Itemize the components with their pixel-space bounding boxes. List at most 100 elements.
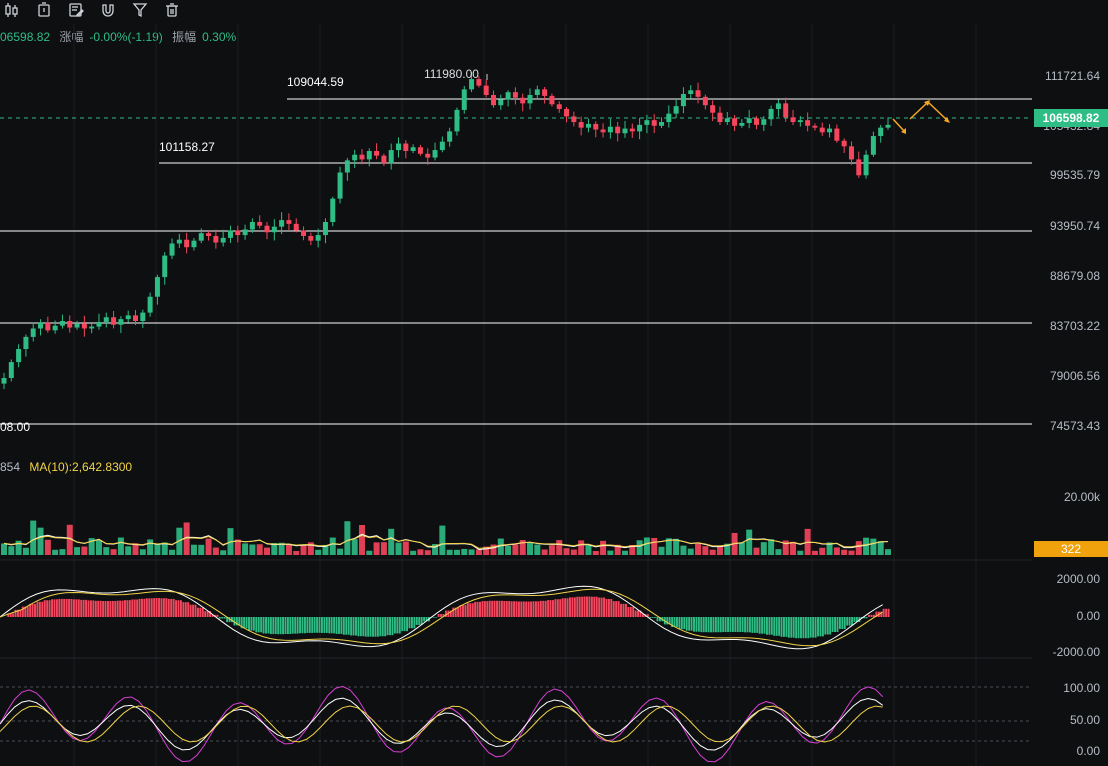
macd-histogram-bar [126, 600, 129, 617]
candle-body [644, 120, 650, 125]
macd-histogram-bar [474, 601, 477, 617]
chart-canvas[interactable] [0, 24, 1108, 766]
macd-histogram-bar [97, 600, 100, 617]
macd-histogram-bar [885, 608, 888, 617]
volume-bar [417, 549, 424, 555]
macd-histogram-bar [865, 617, 868, 619]
timer-icon[interactable] [36, 2, 56, 20]
macd-histogram-bar [615, 601, 618, 617]
candle-body [556, 104, 562, 109]
macd-histogram-bar [632, 607, 635, 617]
macd-histogram-bar [255, 617, 258, 633]
volume-bar [665, 538, 672, 555]
candle-body [717, 112, 723, 123]
volume-bar [534, 544, 541, 555]
macd-histogram-bar [846, 617, 849, 626]
macd-histogram-bar [226, 617, 229, 623]
candle-body [125, 315, 131, 320]
volume-bar [563, 548, 570, 555]
candle-body [271, 226, 277, 233]
candle-body [169, 243, 175, 256]
macd-histogram-bar [654, 617, 657, 618]
macd-histogram-bar [38, 601, 41, 617]
macd-histogram-bar [267, 617, 270, 634]
candle-body [585, 123, 591, 128]
volume-bar [475, 549, 482, 555]
macd-histogram-bar [133, 599, 136, 617]
macd-histogram-bar [155, 598, 158, 617]
volume-bar [519, 540, 526, 555]
info-amplitude-value: 0.30% [202, 30, 237, 44]
macd-histogram-bar [379, 617, 382, 637]
macd-histogram-bar [425, 617, 428, 622]
macd-histogram-bar [848, 617, 851, 626]
candle-body [739, 122, 745, 126]
macd-histogram-bar [573, 597, 576, 617]
candle-body [30, 328, 36, 337]
macd-histogram-bar [656, 617, 659, 622]
macd-histogram-bar [705, 617, 708, 633]
macd-histogram-bar [748, 617, 751, 633]
macd-histogram-bar [744, 617, 747, 633]
volume-bar [388, 528, 395, 555]
macd-histogram-bar [308, 617, 311, 633]
macd-histogram-bar [505, 600, 508, 617]
candle-body [133, 315, 139, 322]
volume-bar [541, 549, 548, 555]
candlestick-icon[interactable] [3, 2, 23, 20]
macd-histogram-bar [252, 617, 255, 631]
macd-histogram-bar [532, 601, 535, 617]
macd-histogram-bar [342, 617, 345, 635]
macd-histogram-bar [693, 617, 695, 632]
macd-histogram-bar [192, 604, 195, 617]
macd-histogram-bar [262, 617, 265, 634]
volume-bar [59, 549, 66, 555]
volume-bar [395, 542, 402, 555]
macd-histogram-bar [167, 598, 170, 617]
volume-bar [110, 549, 117, 555]
macd-histogram-bar [289, 617, 292, 635]
volume-bar [629, 544, 636, 555]
volume-bar [790, 541, 797, 555]
macd-histogram-bar [800, 617, 802, 639]
candle-body [593, 123, 599, 130]
volume-bar [527, 542, 534, 555]
candle-body [812, 125, 818, 128]
macd-histogram-bar [43, 600, 46, 617]
macd-histogram-bar [510, 601, 513, 617]
macd-histogram-bar [508, 600, 511, 617]
candle-body [198, 233, 204, 241]
macd-histogram-bar [600, 597, 603, 617]
trash-icon[interactable] [164, 2, 184, 20]
edit-note-icon[interactable] [68, 2, 88, 20]
macd-histogram-bar [778, 617, 781, 636]
macd-histogram-bar [707, 617, 710, 633]
magnet-icon[interactable] [100, 2, 120, 20]
volume-bar [37, 527, 44, 555]
macd-histogram-bar [722, 617, 725, 633]
macd-histogram-bar [240, 617, 243, 629]
volume-bar [1, 543, 7, 555]
filter-icon[interactable] [132, 2, 152, 20]
macd-histogram-bar [610, 599, 613, 617]
projection-arrow-segment [909, 101, 929, 120]
macd-histogram-bar [124, 600, 126, 617]
candle-body [629, 128, 635, 132]
candle-body [775, 103, 781, 109]
info-change-value: -0.00%(-1.19) [89, 30, 163, 44]
projection-arrow-segment [927, 101, 949, 122]
volume-bar [66, 524, 73, 555]
macd-histogram-bar [389, 617, 392, 636]
candle-body [381, 155, 387, 164]
kdj-axis-tick: 50.00 [1069, 713, 1100, 727]
volume-bar [81, 546, 88, 555]
macd-histogram-bar [306, 617, 309, 633]
candle-body [220, 237, 226, 243]
macd-histogram-bar [829, 617, 832, 635]
macd-histogram-bar [170, 598, 173, 617]
macd-histogram-bar [381, 617, 384, 637]
volume-bar [673, 538, 680, 555]
candle-body [761, 119, 767, 125]
macd-histogram-bar [17, 609, 19, 617]
macd-histogram-bar [158, 598, 160, 617]
